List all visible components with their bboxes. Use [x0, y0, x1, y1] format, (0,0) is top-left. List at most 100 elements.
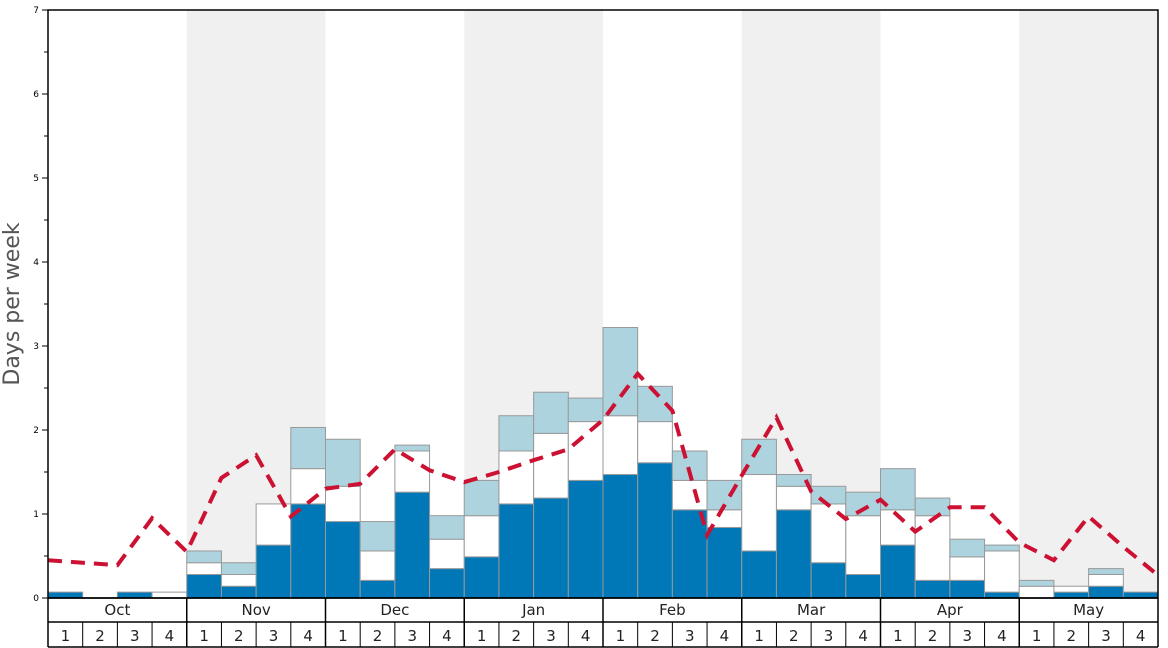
month-label-feb: Feb: [659, 601, 686, 619]
bar-light-15: [567, 397, 604, 423]
y-tick-label: 7: [33, 6, 39, 16]
bar-white-29: [1053, 585, 1090, 593]
bar-dark-24: [880, 544, 916, 599]
bar-dark-13: [498, 503, 535, 599]
bar-light-27: [984, 544, 1020, 552]
bar-dark-4: [186, 573, 222, 599]
y-tick-label: 3: [33, 342, 39, 352]
bar-light-13: [498, 415, 535, 452]
y-tick-label: 5: [33, 174, 39, 184]
month-shading: [186, 10, 1158, 598]
bar-white-30: [1088, 573, 1124, 587]
bar-light-5: [220, 562, 257, 575]
bars: [47, 327, 1159, 599]
bar-dark-27: [984, 591, 1020, 599]
bar-dark-23: [845, 573, 881, 599]
y-axis: 0 1 2 3 4 5 6 7: [33, 6, 48, 604]
bar-light-7: [290, 426, 326, 470]
bar-white-11: [429, 538, 465, 570]
y-tick-label: 2: [33, 426, 39, 436]
week-label: 1: [338, 627, 348, 645]
bar-dark-19: [706, 526, 743, 599]
week-label: 3: [1101, 627, 1111, 645]
bar-light-26: [949, 538, 986, 558]
x-axis: Oct 1 2 3 4 Nov 1 2 3 4 Dec 1 2 3 4 Jan 1 2 3 4 Feb 1 2 3 4 Mar 1 2…: [47, 597, 1159, 648]
bar-white-25: [914, 515, 951, 581]
week-label: 4: [858, 627, 868, 645]
bar-dark-22: [810, 562, 847, 599]
bar-dark-8: [325, 521, 361, 599]
bar-light-25: [914, 497, 951, 517]
bar-dark-15: [567, 479, 604, 599]
week-label: 3: [962, 627, 972, 645]
bar-dark-25: [914, 579, 951, 599]
bar-white-15: [567, 421, 604, 481]
bar-light-23: [845, 491, 881, 517]
bar-dark-31: [1122, 591, 1159, 599]
bar-light-16: [602, 327, 639, 417]
bar-white-21: [775, 485, 812, 511]
bar-light-22: [810, 485, 847, 505]
week-label: 4: [1136, 627, 1146, 645]
week-label: 2: [650, 627, 660, 645]
bar-white-23: [845, 515, 881, 575]
bar-white-18: [671, 479, 708, 511]
bar-light-8: [325, 438, 361, 487]
bar-white-10: [394, 450, 431, 493]
week-label: 1: [616, 627, 626, 645]
bar-dark-14: [533, 497, 569, 599]
bar-light-11: [429, 515, 465, 540]
bar-white-4: [186, 562, 222, 575]
bar-white-13: [498, 450, 535, 505]
bar-white-16: [602, 415, 639, 476]
bar-white-14: [533, 432, 569, 499]
week-label: 1: [199, 627, 209, 645]
week-label: 4: [442, 627, 452, 645]
bar-dark-21: [775, 509, 812, 599]
bar-dark-7: [290, 503, 326, 599]
bar-dark-26: [949, 579, 986, 599]
month-label-jan: Jan: [521, 601, 545, 619]
week-label: 2: [373, 627, 383, 645]
bar-dark-0: [47, 591, 84, 599]
week-label: 4: [165, 627, 175, 645]
week-label: 2: [1067, 627, 1077, 645]
bar-white-27: [984, 550, 1020, 593]
bar-white-7: [290, 468, 326, 505]
average-dashed-line: [47, 370, 1160, 577]
week-label: 4: [997, 627, 1007, 645]
y-tick-label: 4: [33, 258, 39, 268]
month-label-nov: Nov: [241, 601, 270, 619]
bar-white-20: [741, 474, 777, 552]
bar-white-26: [949, 556, 986, 581]
bar-white-8: [325, 485, 361, 523]
week-label: 3: [130, 627, 140, 645]
bar-white-17: [637, 421, 673, 464]
bar-white-28: [1018, 585, 1055, 599]
bar-light-10: [394, 444, 431, 452]
week-label: 2: [789, 627, 799, 645]
bar-light-30: [1088, 568, 1124, 575]
y-axis-label: Days per week: [0, 222, 25, 385]
week-label: 4: [303, 627, 313, 645]
bar-light-4: [186, 550, 222, 564]
month-label-may: May: [1073, 601, 1104, 619]
bar-dark-11: [429, 568, 465, 599]
bar-light-21: [775, 474, 812, 487]
bar-light-12: [463, 479, 500, 517]
week-label: 4: [720, 627, 730, 645]
month-label-apr: Apr: [937, 601, 964, 619]
week-label: 4: [581, 627, 591, 645]
week-label: 2: [234, 627, 244, 645]
bar-dark-17: [637, 462, 673, 599]
bar-dark-9: [359, 579, 396, 599]
bar-light-14: [533, 391, 569, 434]
bar-dark-20: [741, 550, 777, 599]
month-shade-may: [1019, 10, 1158, 598]
month-label-oct: Oct: [104, 601, 130, 619]
bar-dark-29: [1053, 591, 1090, 599]
bar-dark-10: [394, 491, 431, 599]
bar-dark-5: [220, 585, 257, 599]
bar-dark-30: [1088, 585, 1124, 599]
bar-dark-2: [116, 591, 153, 599]
